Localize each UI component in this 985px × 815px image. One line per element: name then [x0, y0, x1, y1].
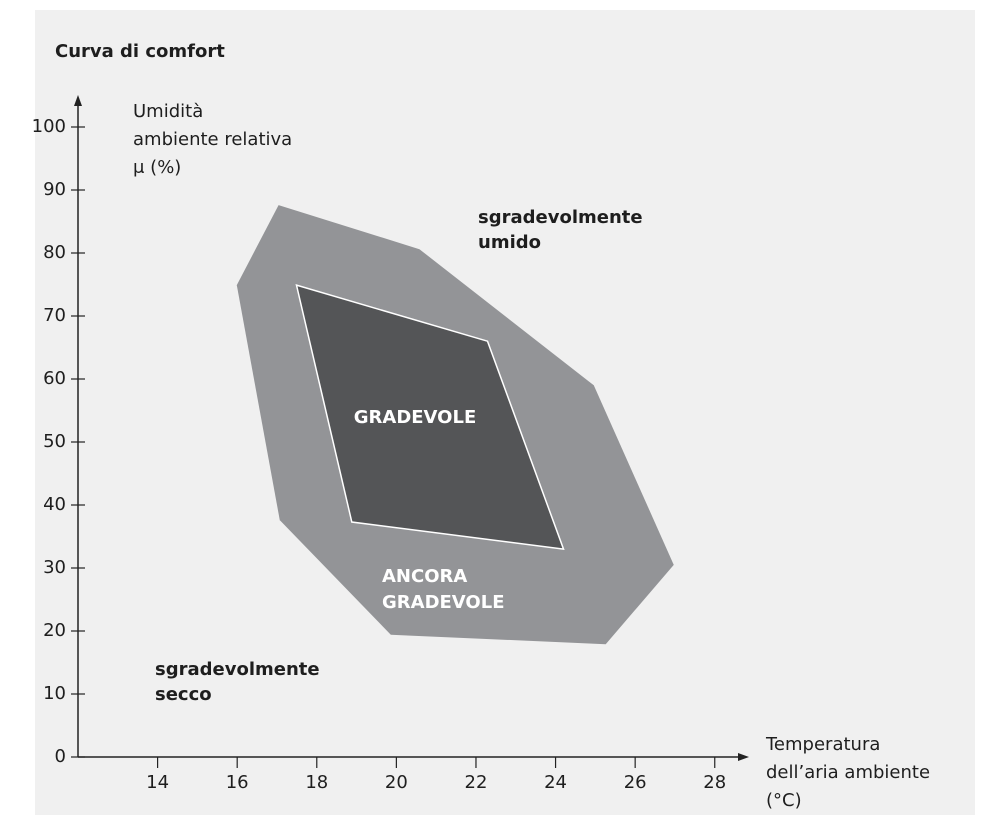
x-axis-label-line: Temperatura — [765, 734, 880, 755]
annotation-line: umido — [478, 232, 541, 253]
x-tick-label: 28 — [703, 772, 726, 793]
x-axis-label-line: (°C) — [766, 790, 802, 811]
y-tick-label: 0 — [55, 746, 66, 767]
annotation-line: sgradevolmente — [478, 207, 643, 228]
x-tick-label: 16 — [226, 772, 249, 793]
chart-title: Curva di comfort — [55, 41, 225, 62]
annotation-line: sgradevolmente — [155, 659, 320, 680]
region-label-line: GRADEVOLE — [382, 592, 504, 613]
x-tick-label: 14 — [146, 772, 169, 793]
x-arrow — [738, 753, 749, 761]
region-label-line: ANCORA — [382, 566, 467, 587]
x-tick-label: 18 — [305, 772, 328, 793]
x-tick-label: 26 — [624, 772, 647, 793]
y-tick-label: 90 — [43, 179, 66, 200]
x-tick-label: 22 — [465, 772, 488, 793]
y-axis-label: Umidità ambiente relativa μ (%) — [133, 101, 292, 178]
region-label-line: GRADEVOLE — [354, 407, 476, 428]
y-axis-label-line: Umidità — [133, 101, 203, 122]
y-tick-label: 30 — [43, 557, 66, 578]
annotation: sgradevolmente secco — [155, 659, 320, 705]
x-axis-label-line: dell’aria ambiente — [766, 762, 930, 783]
region-label: GRADEVOLE — [354, 407, 476, 428]
y-tick-label: 60 — [43, 368, 66, 389]
x-tick-label: 24 — [544, 772, 567, 793]
x-tick-label: 20 — [385, 772, 408, 793]
x-axis-label: Temperatura dell’aria ambiente (°C) — [765, 734, 930, 811]
y-tick-label: 50 — [43, 431, 66, 452]
y-tick-label: 20 — [43, 620, 66, 641]
y-tick-label: 100 — [32, 116, 66, 137]
annotation: sgradevolmente umido — [478, 207, 643, 253]
y-tick-label: 10 — [43, 683, 66, 704]
y-tick-label: 40 — [43, 494, 66, 515]
annotation-line: secco — [155, 684, 212, 705]
y-tick-label: 80 — [43, 242, 66, 263]
y-axis-label-line: μ (%) — [133, 157, 181, 178]
y-tick-label: 70 — [43, 305, 66, 326]
region-label: ANCORA GRADEVOLE — [382, 566, 504, 613]
y-arrow — [74, 95, 82, 106]
y-axis-label-line: ambiente relativa — [133, 129, 292, 150]
region — [295, 284, 565, 551]
